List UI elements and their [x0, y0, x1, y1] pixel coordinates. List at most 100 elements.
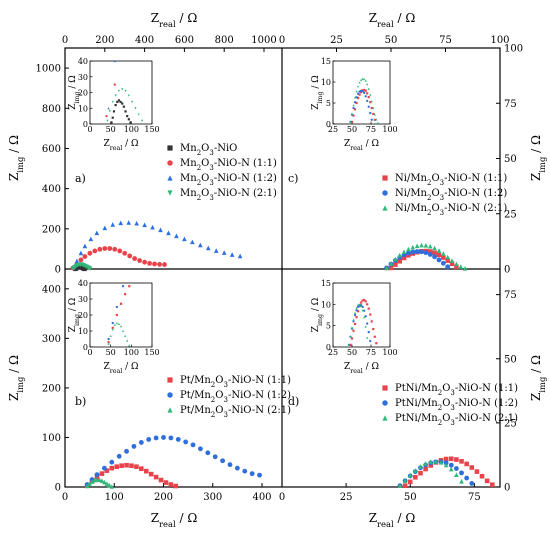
legend-entry: Ni/Mn2O3-NiO-N (2:1) — [395, 203, 507, 217]
data-point — [74, 258, 80, 264]
data-point — [147, 260, 152, 266]
data-point — [150, 224, 155, 230]
x-tick-label: 0 — [279, 35, 285, 46]
inset-data-point — [364, 315, 367, 318]
data-point — [427, 251, 433, 257]
y-tick-label: 25 — [504, 418, 517, 429]
inset-data-point — [107, 337, 110, 341]
inset-data-point — [117, 322, 121, 325]
inset-data-point — [350, 326, 354, 329]
y-tick-label: 0 — [55, 265, 61, 276]
inset-y-axis-label: Zimg / Ω — [311, 298, 324, 333]
inset-data-point — [369, 339, 372, 343]
inset-data-point — [356, 92, 360, 95]
inset-data-point — [375, 342, 378, 345]
inset-data-point — [121, 102, 124, 105]
inset-data-point — [124, 334, 127, 337]
inset-data-point — [111, 116, 114, 119]
inset-y-tick-label: 40 — [78, 279, 88, 288]
inset-data-point — [119, 100, 122, 104]
inset-data-point — [107, 342, 110, 345]
data-point — [419, 249, 424, 255]
data-point — [413, 468, 418, 473]
data-point — [173, 483, 179, 489]
inset-data-point — [361, 90, 364, 93]
x-tick-label: 50 — [385, 35, 398, 46]
data-point — [131, 443, 137, 449]
inset-data-point — [366, 83, 369, 86]
inset-data-point — [350, 120, 354, 123]
data-point — [469, 465, 475, 470]
data-point — [418, 464, 423, 469]
data-point — [436, 248, 442, 253]
series-3 — [384, 242, 468, 271]
inset-y-tick-label: 5 — [326, 99, 331, 108]
data-point — [82, 254, 88, 259]
inset-series-4 — [106, 88, 144, 122]
data-point — [423, 461, 428, 466]
data-point — [414, 249, 420, 254]
inset-x-tick-label: 75 — [366, 125, 376, 134]
inset-data-point — [352, 318, 355, 321]
data-point — [423, 466, 428, 472]
legend-entry: Ni/Mn2O3-NiO-N (1:1) — [395, 173, 507, 187]
data-point — [94, 474, 100, 480]
x-tick-label: 25 — [330, 35, 343, 46]
inset-x-tick-label: 100 — [124, 125, 139, 134]
inset-y-tick-label: 10 — [78, 104, 88, 113]
inset-data-point — [366, 303, 369, 306]
legend-entry: Pt/Mn2O3-NiO-N (1:1) — [180, 375, 291, 389]
data-point — [158, 227, 163, 233]
inset-data-point — [367, 105, 370, 108]
data-point — [82, 243, 88, 249]
inset-data-point — [119, 325, 123, 328]
data-point — [138, 439, 144, 445]
inset-data-point — [109, 334, 112, 337]
y-tick-label: 300 — [42, 334, 61, 345]
series-3 — [84, 477, 115, 489]
inset-data-point — [117, 99, 121, 102]
legend-marker — [382, 415, 388, 421]
y-tick-label: 25 — [504, 209, 517, 220]
inset-data-point — [372, 112, 375, 116]
inset-y-tick-label: 10 — [321, 300, 331, 309]
legend-marker — [382, 175, 388, 181]
inset-data-point — [124, 293, 127, 296]
data-point — [148, 471, 154, 477]
inset-series-2 — [107, 285, 125, 341]
data-point — [448, 466, 454, 472]
inset-series-3 — [349, 77, 379, 124]
data-point — [153, 474, 159, 480]
inset-y-axis-label: Zimg / Ω — [68, 298, 81, 333]
data-point — [119, 463, 124, 468]
x-tick-label: 200 — [154, 492, 173, 503]
y-tick-label: 200 — [42, 383, 61, 394]
panel-label: a) — [75, 172, 86, 185]
data-point — [126, 220, 131, 225]
inset-data-point — [119, 302, 123, 305]
inset-data-point — [353, 311, 357, 314]
data-point — [162, 262, 167, 267]
data-point — [453, 466, 459, 471]
inset-y-tick-label: 15 — [321, 279, 331, 288]
data-point — [139, 466, 144, 471]
data-point — [109, 459, 115, 465]
y-tick-label: 50 — [504, 154, 517, 165]
inset-data-point — [360, 90, 363, 94]
inset-data-point — [127, 94, 130, 97]
inset-data-point — [349, 120, 352, 123]
inset-data-point — [352, 114, 355, 117]
data-point — [490, 482, 495, 487]
data-point — [397, 258, 403, 264]
inset-data-point — [376, 121, 379, 124]
inset-frame — [332, 282, 391, 348]
inset-data-point — [366, 336, 369, 339]
inset-data-point — [370, 320, 373, 323]
inset-x-tick-label: 50 — [347, 125, 357, 134]
inset-data-point — [349, 335, 352, 338]
inset-data-point — [367, 87, 370, 90]
inset-data-point — [124, 89, 127, 93]
inset-y-tick-label: 20 — [78, 89, 88, 98]
